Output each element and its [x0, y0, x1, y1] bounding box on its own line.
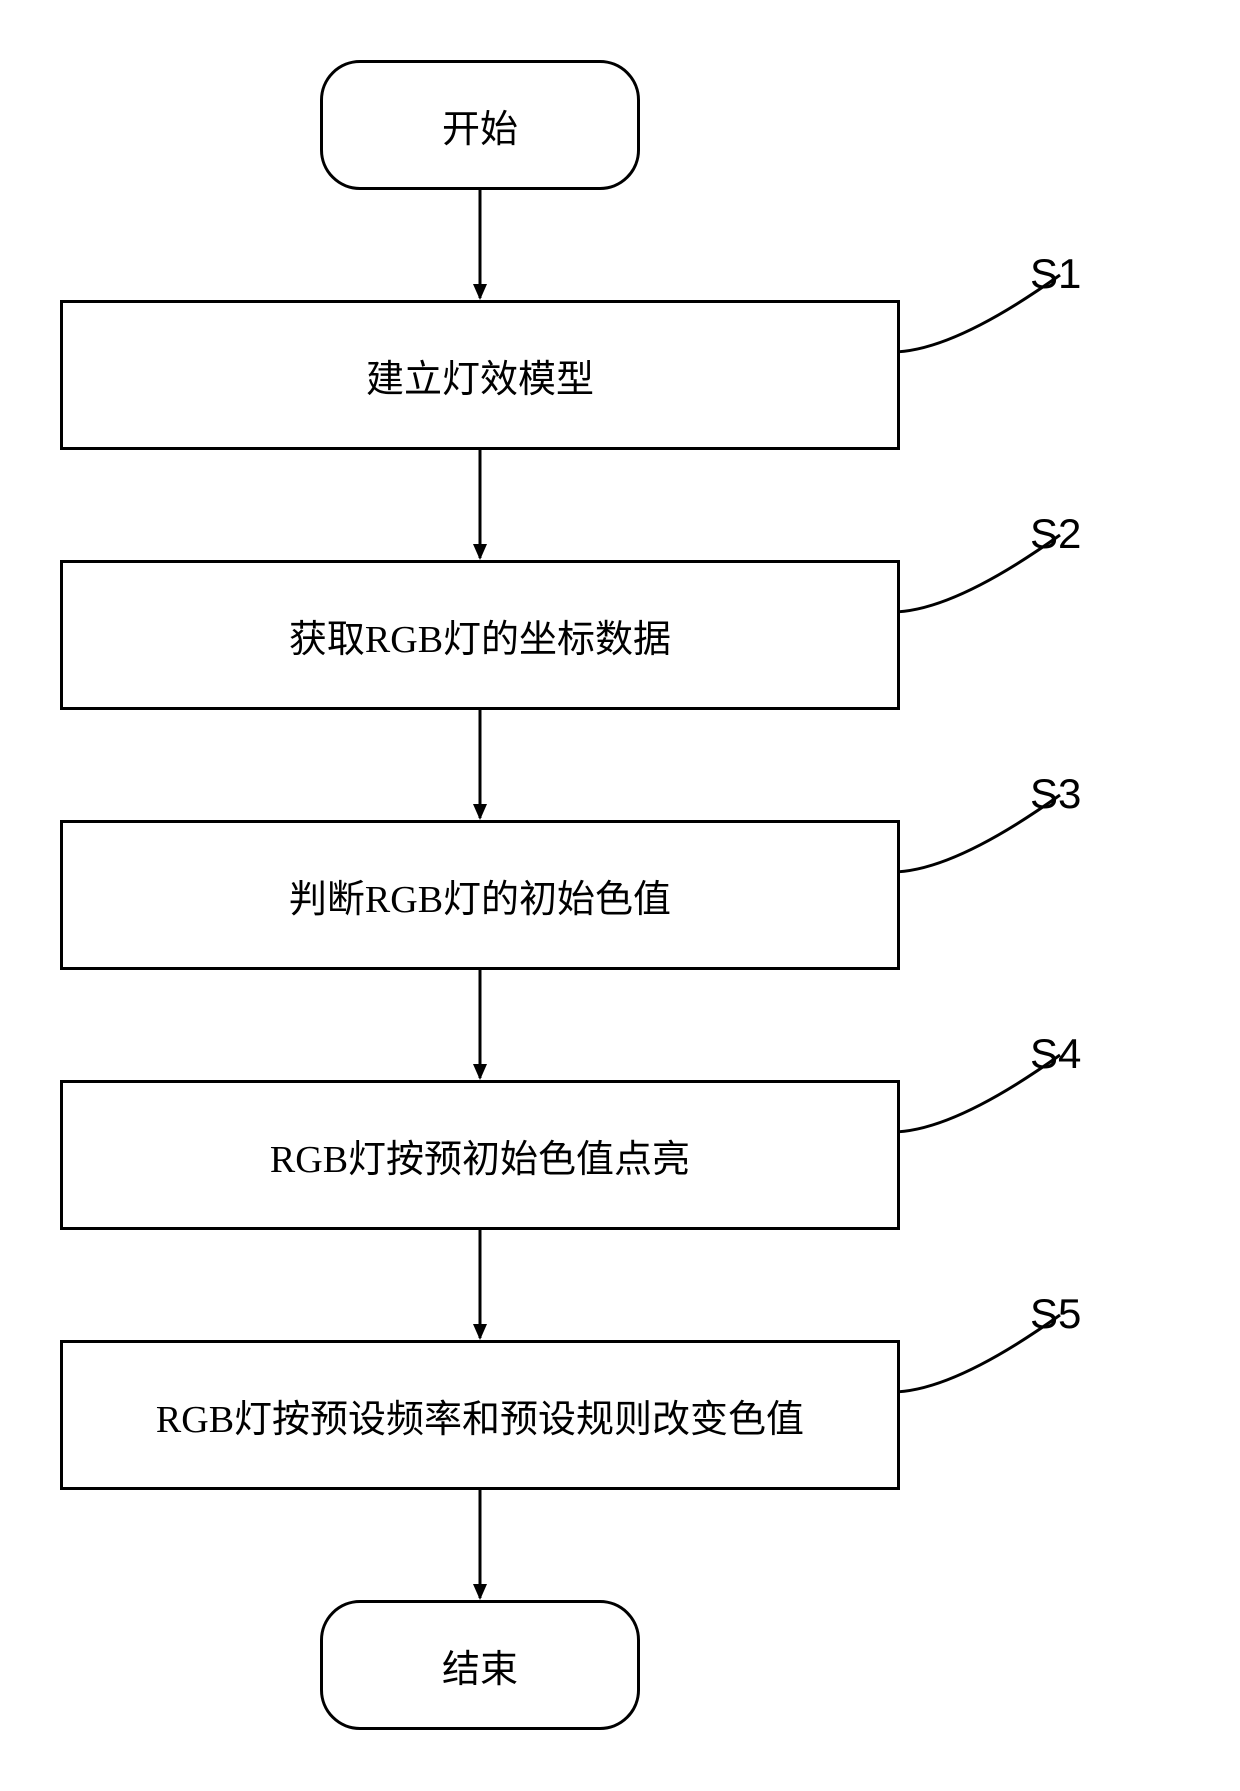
node-label-end: 结束: [442, 1638, 518, 1693]
node-s5: RGB灯按预设频率和预设规则改变色值: [60, 1340, 900, 1490]
step-label-s5: S5: [1030, 1290, 1081, 1338]
node-s2: 获取RGB灯的坐标数据: [60, 560, 900, 710]
node-start: 开始: [320, 60, 640, 190]
step-label-s3: S3: [1030, 770, 1081, 818]
node-label-s3: 判断RGB灯的初始色值: [289, 868, 671, 923]
step-label-s2: S2: [1030, 510, 1081, 558]
node-label-start: 开始: [442, 98, 518, 153]
node-end: 结束: [320, 1600, 640, 1730]
node-s4: RGB灯按预初始色值点亮: [60, 1080, 900, 1230]
node-label-s5: RGB灯按预设频率和预设规则改变色值: [156, 1388, 804, 1443]
node-s1: 建立灯效模型: [60, 300, 900, 450]
node-label-s4: RGB灯按预初始色值点亮: [270, 1128, 690, 1183]
node-label-s2: 获取RGB灯的坐标数据: [289, 608, 671, 663]
step-label-s4: S4: [1030, 1030, 1081, 1078]
node-label-s1: 建立灯效模型: [366, 348, 594, 403]
step-label-s1: S1: [1030, 250, 1081, 298]
node-s3: 判断RGB灯的初始色值: [60, 820, 900, 970]
